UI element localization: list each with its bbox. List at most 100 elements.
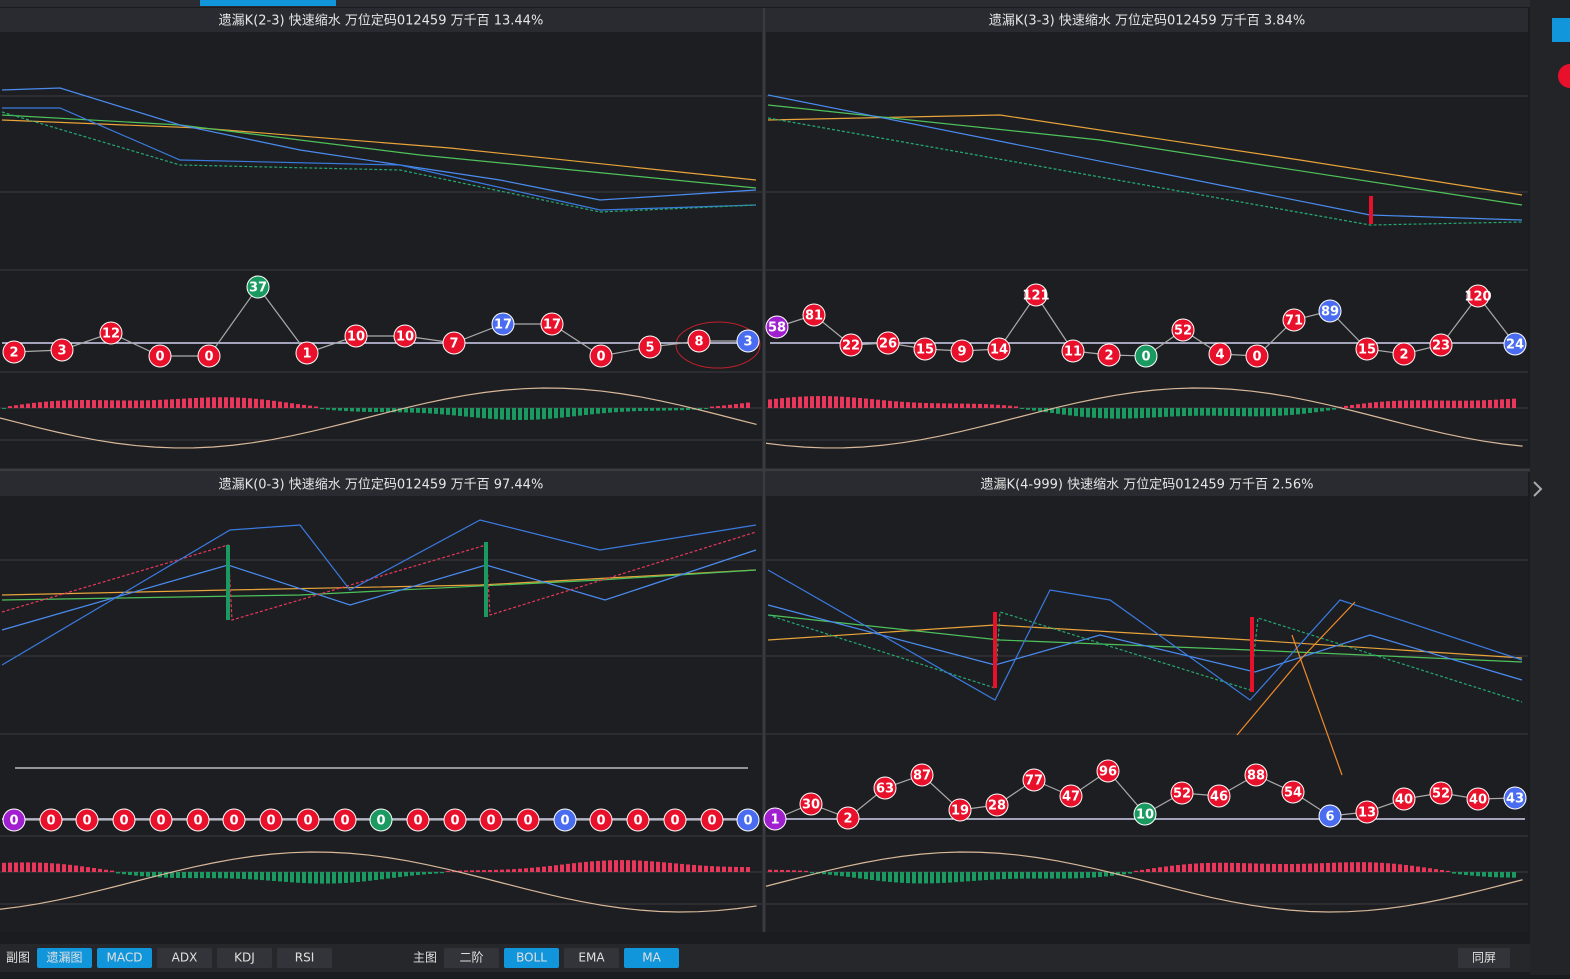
sidebar-button[interactable] (1552, 18, 1570, 42)
macd-bar (1026, 872, 1030, 879)
macd-bar (422, 408, 426, 414)
tab-button[interactable] (504, 948, 559, 968)
macd-bar (774, 869, 778, 872)
macd-bar (92, 400, 96, 408)
tab-label: 二阶 (459, 951, 483, 965)
macd-bar (38, 862, 42, 872)
macd-bar (900, 872, 904, 883)
macd-bar (164, 399, 168, 408)
macd-bar (650, 861, 654, 872)
panel-bg (0, 472, 762, 932)
macd-bar (8, 862, 12, 872)
macd-bar (386, 408, 390, 413)
badge (75, 808, 99, 832)
badge-label: 0 (46, 814, 55, 829)
macd-bar (1242, 408, 1246, 417)
macd-bar (1152, 868, 1156, 872)
macd-bar (1266, 863, 1270, 872)
badge-label: 0 (596, 350, 605, 365)
badge-label: 0 (204, 350, 213, 365)
macd-bar (686, 864, 690, 872)
macd-bar (392, 872, 396, 878)
tab-button[interactable] (217, 948, 272, 968)
macd-bar (1086, 872, 1090, 878)
macd-bar (1050, 408, 1054, 414)
tab-button[interactable] (444, 948, 499, 968)
macd-bar (110, 400, 114, 408)
macd-bar (1002, 872, 1006, 880)
macd-line (765, 851, 1523, 913)
badge (296, 808, 320, 832)
macd-bar (74, 865, 78, 872)
macd-bar (404, 872, 408, 877)
macd-bar (780, 398, 784, 408)
tab-button[interactable] (1458, 948, 1510, 968)
macd-bar (1440, 869, 1444, 872)
macd-bar (1242, 863, 1246, 872)
macd-bar (632, 408, 636, 412)
badge (1392, 342, 1416, 366)
macd-bar (20, 862, 24, 872)
toolbar-label: 副图 (6, 951, 30, 965)
badge-label: 2 (9, 346, 18, 361)
expand-arrow[interactable] (1533, 481, 1543, 497)
badge-label: 120 (1464, 290, 1491, 305)
tab-label: ADX (172, 951, 198, 965)
macd-bar (290, 403, 294, 408)
macd-bar (1038, 408, 1042, 412)
macd-bar (1302, 863, 1306, 872)
badge (344, 324, 368, 348)
badge (589, 344, 613, 368)
tab-button[interactable] (277, 948, 332, 968)
macd-bar (870, 872, 874, 880)
macd-bar (1146, 408, 1150, 418)
badge (836, 806, 860, 830)
macd-bar (620, 408, 624, 412)
macd-bar (614, 408, 618, 413)
macd-bar (852, 872, 856, 878)
macd-bar (1308, 408, 1312, 414)
macd-bar (1506, 872, 1510, 878)
macd-bar (716, 866, 720, 872)
macd-bar (374, 872, 378, 881)
badge-label: 52 (1174, 324, 1192, 339)
tab-button[interactable] (564, 948, 619, 968)
badge-label: 0 (450, 814, 459, 829)
macd-bar (1086, 408, 1090, 418)
badge-label: 0 (156, 814, 165, 829)
macd-bar (1380, 401, 1384, 408)
macd-bar (68, 864, 72, 872)
macd-bar (578, 862, 582, 872)
macd-bar (626, 860, 630, 872)
macd-bar (942, 403, 946, 408)
macd-bar (990, 404, 994, 408)
macd-bar (774, 398, 778, 408)
badge-label: 11 (1064, 345, 1082, 360)
badge (638, 335, 662, 359)
top-tab (200, 0, 336, 6)
macd-bar (170, 399, 174, 408)
badge (1171, 318, 1195, 342)
badge (540, 312, 564, 336)
tab-button[interactable] (37, 948, 92, 968)
macd-bar (14, 405, 18, 408)
badge-label: 8 (694, 335, 703, 350)
badge (626, 808, 650, 832)
badge (369, 808, 393, 832)
macd-line (0, 851, 757, 913)
macd-bar (596, 408, 600, 414)
badge-label: 0 (119, 814, 128, 829)
macd-bar (482, 408, 486, 419)
tab-button[interactable] (97, 948, 152, 968)
macd-bar (1398, 400, 1402, 408)
macd-bar (278, 401, 282, 408)
macd-bar (894, 401, 898, 408)
macd-bar (320, 408, 324, 410)
macd-bar (1500, 399, 1504, 408)
macd-bar (254, 872, 258, 880)
badge (1207, 784, 1231, 808)
tab-button[interactable] (624, 948, 679, 968)
macd-bar (320, 872, 324, 884)
tab-button[interactable] (157, 948, 212, 968)
macd-bar (1482, 872, 1486, 877)
